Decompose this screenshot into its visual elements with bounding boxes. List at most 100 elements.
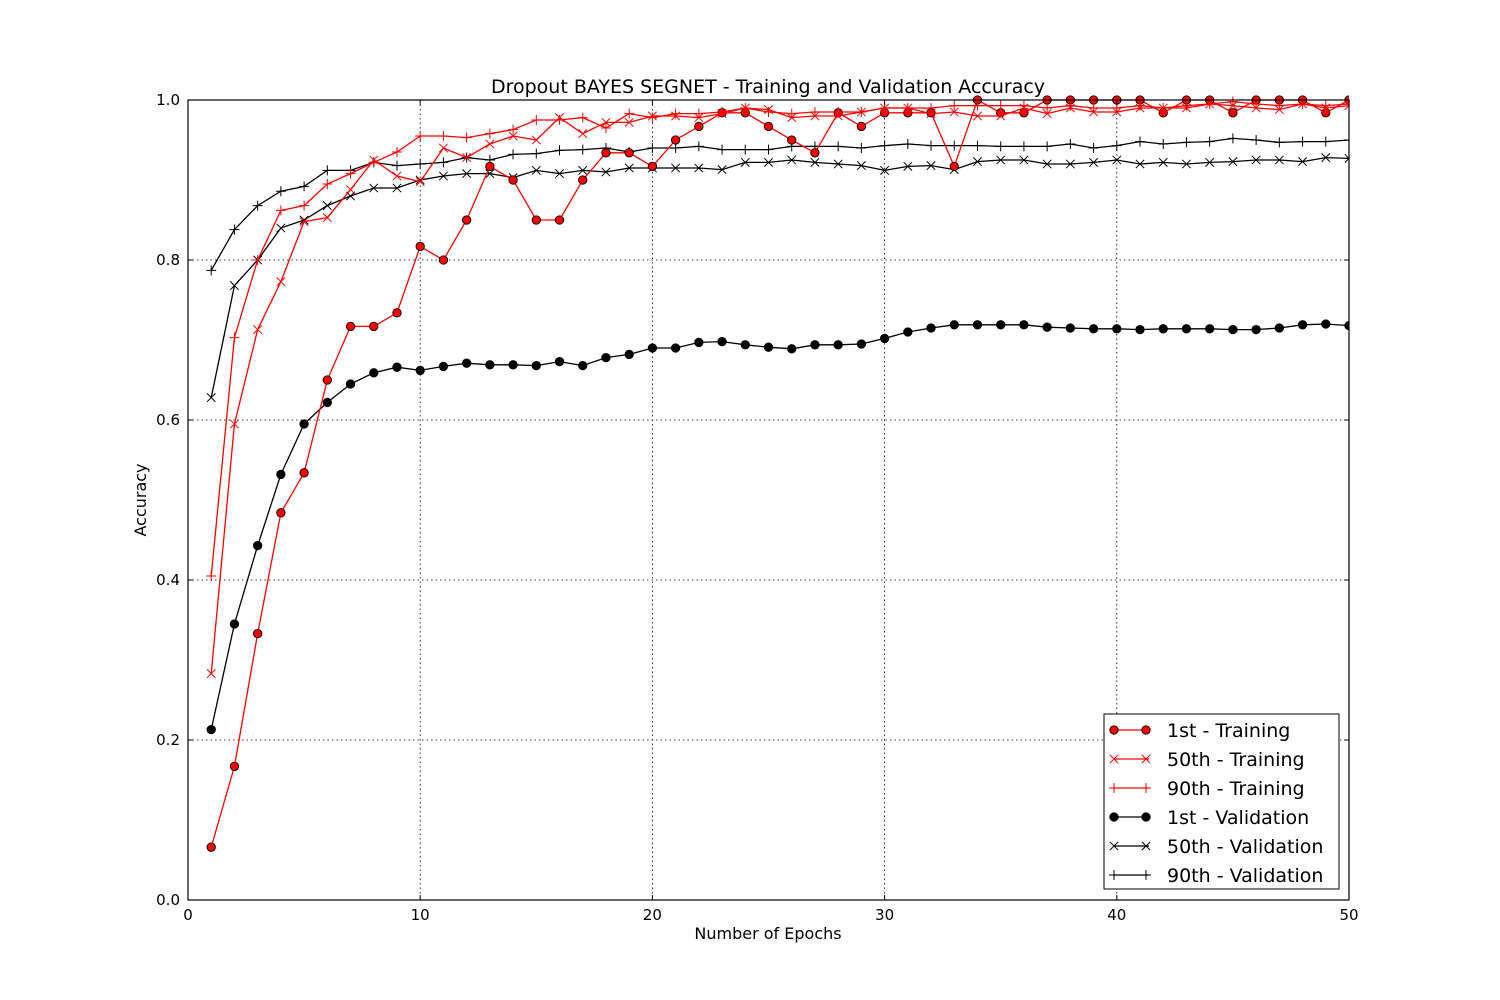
y-axis-label: Accuracy xyxy=(131,463,150,536)
data-point xyxy=(833,107,844,117)
data-point xyxy=(1251,324,1261,335)
data-point xyxy=(856,161,866,171)
data-point xyxy=(1320,100,1331,111)
data-point xyxy=(531,135,541,145)
data-point xyxy=(671,163,681,173)
x-tick-label: 20 xyxy=(643,906,662,924)
legend-entry: 90th - Training xyxy=(1109,778,1305,800)
data-point xyxy=(461,215,472,225)
data-point xyxy=(1344,153,1349,163)
data-point xyxy=(1112,324,1122,334)
data-point xyxy=(763,121,774,132)
data-point xyxy=(1181,137,1192,148)
data-point xyxy=(275,186,286,197)
data-point xyxy=(926,103,937,113)
data-point xyxy=(624,349,634,360)
data-point xyxy=(624,163,634,173)
data-point xyxy=(531,148,542,159)
data-point xyxy=(206,265,217,276)
data-point xyxy=(601,117,611,127)
data-point xyxy=(554,169,565,179)
data-point xyxy=(461,358,472,368)
data-point xyxy=(1112,155,1122,165)
data-point xyxy=(949,107,959,117)
data-point xyxy=(601,167,611,177)
data-point xyxy=(1065,159,1075,169)
data-point xyxy=(717,144,728,155)
data-point xyxy=(206,724,216,735)
data-point xyxy=(322,375,332,385)
data-point xyxy=(1320,136,1331,147)
data-point xyxy=(229,224,240,235)
data-point xyxy=(578,129,588,139)
data-point xyxy=(1297,320,1308,330)
data-point xyxy=(1065,323,1076,333)
series-line xyxy=(210,156,1349,398)
data-point xyxy=(345,185,356,195)
data-point xyxy=(949,140,960,151)
data-point xyxy=(276,508,286,518)
data-point xyxy=(1135,159,1145,169)
data-point xyxy=(972,111,983,121)
data-point xyxy=(322,213,332,223)
data-point xyxy=(229,332,240,343)
data-point xyxy=(415,241,425,252)
data-point xyxy=(1251,155,1261,165)
data-point xyxy=(903,161,913,171)
data-point xyxy=(578,175,588,185)
data-point xyxy=(996,320,1006,330)
data-point xyxy=(392,183,402,193)
data-point xyxy=(694,121,704,132)
data-point xyxy=(624,148,634,158)
legend-marker xyxy=(1109,754,1119,764)
data-point xyxy=(1228,324,1238,335)
data-point xyxy=(275,205,286,216)
data-point xyxy=(322,201,332,211)
legend-label: 90th - Training xyxy=(1167,778,1305,800)
data-point xyxy=(554,215,565,225)
data-point xyxy=(1344,101,1349,111)
data-point xyxy=(299,468,309,478)
data-point xyxy=(508,149,519,160)
y-tick-label: 0.4 xyxy=(156,571,180,589)
data-point xyxy=(763,144,774,155)
data-point xyxy=(1297,99,1308,109)
legend-marker xyxy=(1141,725,1151,735)
data-point xyxy=(554,356,565,367)
x-tick-label: 10 xyxy=(411,906,430,924)
data-point xyxy=(531,215,541,225)
data-point xyxy=(438,131,449,141)
legend-marker xyxy=(1141,754,1151,764)
data-point xyxy=(1018,100,1029,111)
data-point xyxy=(833,340,843,350)
data-point xyxy=(1321,153,1331,163)
y-tick-label: 0.0 xyxy=(156,891,180,909)
data-point xyxy=(1042,109,1052,119)
data-point xyxy=(508,131,518,141)
data-point xyxy=(763,157,774,167)
data-point xyxy=(1042,159,1052,169)
y-tick-label: 1.0 xyxy=(156,91,180,109)
data-point xyxy=(554,115,565,125)
data-point xyxy=(415,159,426,169)
x-tick-label: 30 xyxy=(875,906,894,924)
data-point xyxy=(252,255,263,265)
data-point xyxy=(647,143,658,153)
data-point xyxy=(996,111,1006,121)
data-point xyxy=(693,141,704,152)
data-point xyxy=(578,360,588,371)
data-point xyxy=(415,177,425,187)
data-point xyxy=(902,139,913,149)
data-point xyxy=(624,117,634,127)
data-point xyxy=(485,360,495,370)
data-point xyxy=(1344,320,1349,331)
data-point xyxy=(1088,143,1099,153)
legend-marker xyxy=(1141,783,1151,793)
data-point xyxy=(1065,139,1076,149)
data-point xyxy=(299,200,310,211)
legend-entry: 1st - Training xyxy=(1109,720,1290,742)
data-point xyxy=(600,123,611,133)
data-point xyxy=(601,148,611,158)
data-point xyxy=(392,171,402,181)
data-point xyxy=(763,342,774,352)
